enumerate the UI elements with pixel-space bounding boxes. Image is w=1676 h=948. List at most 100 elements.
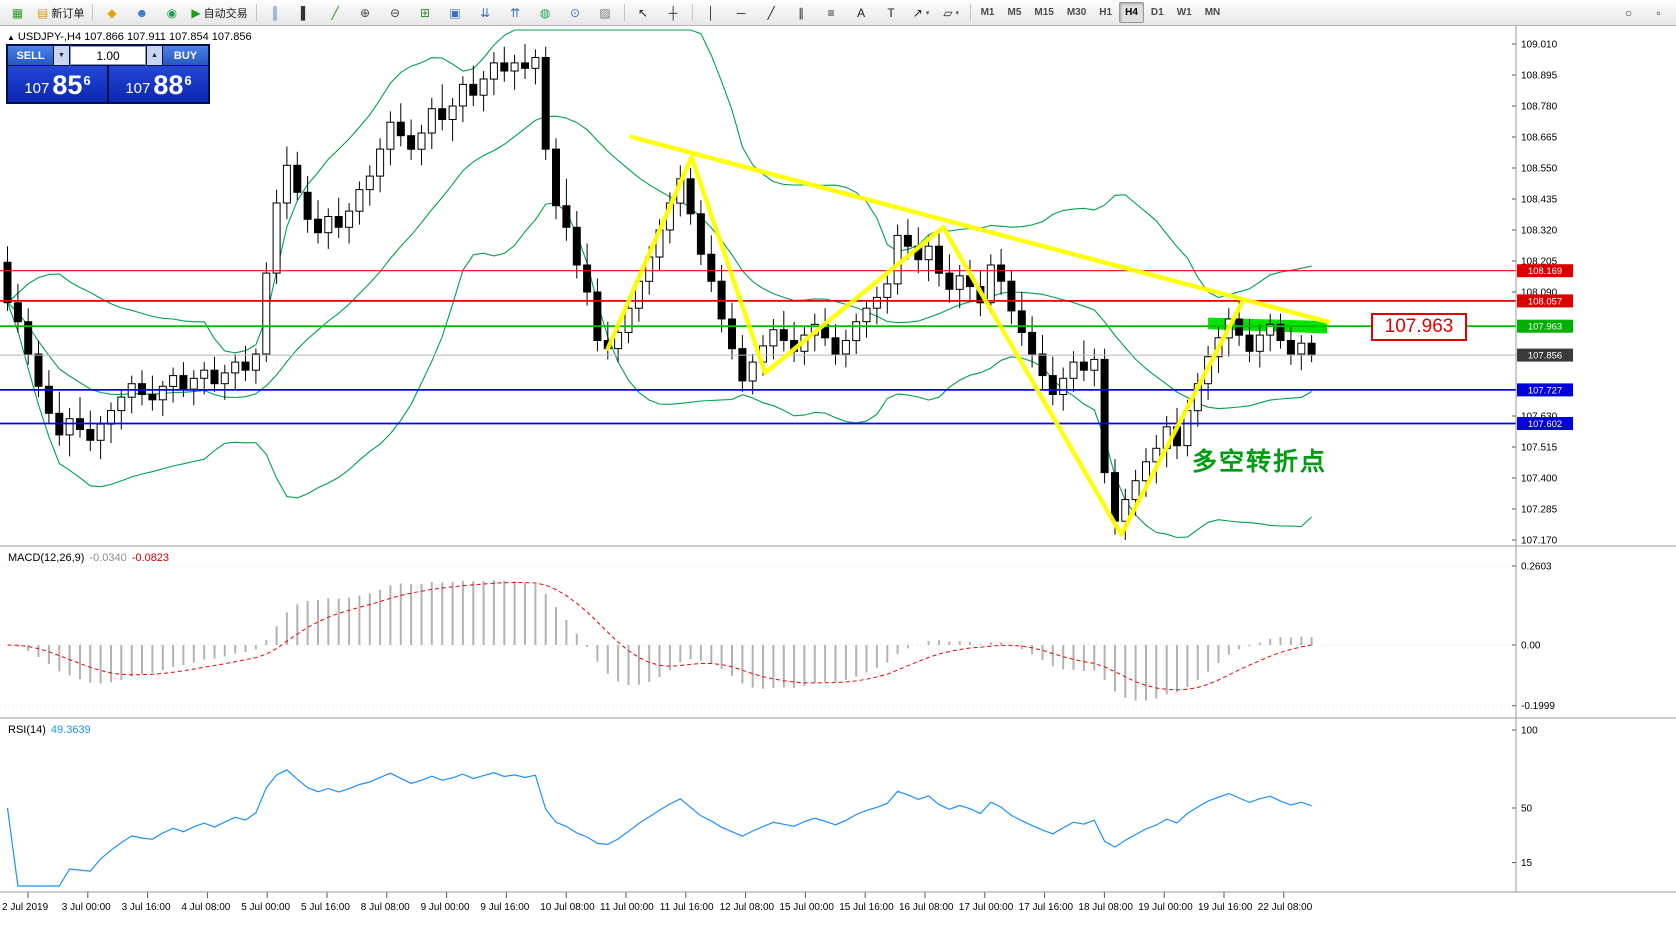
sell-price-sup: 6 [83,73,91,88]
svg-text:108.320: 108.320 [1521,225,1558,236]
bar-chart-icon-glyph: ║ [270,5,280,20]
svg-text:3 Jul 00:00: 3 Jul 00:00 [62,902,111,913]
timeframe-button-M30[interactable]: M30 [1066,7,1087,18]
svg-text:15 Jul 00:00: 15 Jul 00:00 [779,902,834,913]
zoom-in-icon[interactable]: ⊕ [351,1,380,24]
grid-icon[interactable]: ⊞ [411,1,440,24]
market-icon-glyph: ◆ [107,5,117,20]
turning-point-annotation[interactable]: 多空转折点 [1192,448,1328,476]
timeframe-button-W1[interactable]: W1 [1176,7,1192,18]
svg-text:107.515: 107.515 [1521,442,1558,453]
new-order-button-label: 新订单 [51,7,85,20]
new-window-icon-glyph: ▫ [1656,5,1661,20]
svg-text:107.400: 107.400 [1521,473,1558,484]
timeframe-button-M15[interactable]: M15 [1034,7,1054,18]
svg-text:2 Jul 2019: 2 Jul 2019 [2,902,49,913]
svg-text:17 Jul 00:00: 17 Jul 00:00 [959,902,1014,913]
rsi-name: RSI(14) [8,724,46,736]
time-axis[interactable]: 2 Jul 2019 3 Jul 00:00 3 Jul 16:00 4 Jul 08… [2,892,1313,913]
tile-windows-icon-glyph: ▣ [449,5,461,20]
shapes-icon-dropdown-icon[interactable]: ▾ [955,9,959,17]
crosshair-icon[interactable]: ┼ [659,1,688,24]
toolbar-separator [969,4,971,21]
svg-text:108.169: 108.169 [1528,266,1562,277]
sell-price-base: 107 [24,80,50,97]
channel-icon[interactable]: ∥ [787,1,816,24]
arrows-icon-dropdown-icon[interactable]: ▾ [925,9,930,17]
vertical-line-icon-glyph: │ [707,5,715,20]
svg-text:19 Jul 00:00: 19 Jul 00:00 [1138,902,1193,913]
toolbar-separator [92,4,94,21]
svg-text:108.780: 108.780 [1521,101,1558,112]
buy-price-base: 107 [125,80,151,97]
cursor-icon[interactable]: ↖ [629,1,658,24]
sell-price[interactable]: 107 85 6 [8,66,107,102]
arrows-icon[interactable]: ↗ ▾ [907,1,936,24]
rsi-value: 49.3639 [50,724,91,736]
periods-icon-glyph: ⊙ [570,5,581,20]
volume-up-button[interactable]: ▲ [147,46,162,65]
indicators-icon[interactable]: ◍ [531,1,560,24]
volume-input[interactable] [70,46,146,65]
chart-header: ▲ USDJPY-,H4 107.866 107.911 107.854 107.… [7,31,252,43]
trendline-icon[interactable]: ╱ [757,1,786,24]
svg-text:8 Jul 08:00: 8 Jul 08:00 [361,902,410,913]
search-icon[interactable]: ○ [1614,1,1643,24]
arrange-down-icon[interactable]: ⇊ [471,1,500,24]
periods-icon[interactable]: ⊙ [561,1,590,24]
autotrade-button[interactable]: ▶ 自动交易 [187,1,251,24]
new-window-icon[interactable]: ▫ [1644,1,1673,24]
new-order-button[interactable]: ▤ 新订单 [33,1,88,24]
svg-text:107.602: 107.602 [1528,419,1562,430]
market-icon[interactable]: ◆ [97,1,126,24]
chart-canvas[interactable]: 0.26030.00-0.19991005015109.010108.89510… [0,26,1676,948]
text-icon[interactable]: A [847,1,876,24]
rsi-line [6,769,1312,887]
timeframe-button-H1[interactable]: H1 [1099,7,1113,18]
fibonacci-icon[interactable]: ≡ [817,1,846,24]
new-order-glyph: ▤ [37,5,49,20]
app-logo-icon-glyph: ▦ [11,5,24,20]
tile-windows-icon[interactable]: ▣ [441,1,470,24]
shapes-icon[interactable]: ▱ ▾ [937,1,966,24]
bar-chart-icon[interactable]: ║ [261,1,290,24]
zoom-out-icon[interactable]: ⊖ [381,1,410,24]
indicators-icon-glyph: ◍ [539,5,551,20]
horizontal-line-icon[interactable]: ─ [727,1,756,24]
search-icon-glyph: ○ [1624,5,1633,20]
templates-icon[interactable]: ▨ [591,1,620,24]
svg-text:12 Jul 08:00: 12 Jul 08:00 [720,902,775,913]
community-icon[interactable]: ◉ [157,1,186,24]
timeframe-button-MN[interactable]: MN [1204,7,1221,18]
svg-text:9 Jul 16:00: 9 Jul 16:00 [480,902,529,913]
order-panel-top-row: SELL ▼ ▲ BUY [8,46,208,65]
sell-button[interactable]: SELL [8,46,53,65]
timeframe-button-H4[interactable]: H4 [1119,2,1144,23]
price-axis[interactable]: 109.010 108.895 108.780 108.665 108.550 108.4… [1512,40,1573,547]
timeframe-button-D1[interactable]: D1 [1150,7,1164,18]
svg-text:18 Jul 08:00: 18 Jul 08:00 [1078,902,1133,913]
timeframe-button-M5[interactable]: M5 [1007,7,1022,18]
arrange-up-icon[interactable]: ⇈ [501,1,530,24]
label-icon[interactable]: T [877,1,906,24]
buy-button[interactable]: BUY [163,46,208,65]
svg-text:109.010: 109.010 [1521,40,1558,51]
buy-price[interactable]: 107 88 6 [109,66,208,102]
macd-name: MACD(12,26,9) [8,552,85,564]
svg-text:0.00: 0.00 [1521,641,1541,652]
svg-text:108.090: 108.090 [1521,287,1558,298]
collapse-icon[interactable]: ▲ [7,33,15,42]
vertical-line-icon[interactable]: │ [697,1,726,24]
macd-histogram [16,580,1313,701]
upper-descending-trendline[interactable] [629,134,1331,325]
candle-chart-icon[interactable]: ▌ [291,1,320,24]
profile-icon[interactable]: ☻ [127,1,156,24]
shapes-icon-glyph: ▱ [943,5,953,20]
svg-text:3 Jul 16:00: 3 Jul 16:00 [122,902,171,913]
volume-down-button[interactable]: ▼ [54,46,69,65]
w-zigzag-trendline[interactable] [605,154,1246,537]
main-pane [0,29,1516,540]
price-callout-label[interactable]: 107.963 [1371,313,1467,341]
line-chart-icon[interactable]: ╱ [321,1,350,24]
timeframe-button-M1[interactable]: M1 [980,7,995,18]
